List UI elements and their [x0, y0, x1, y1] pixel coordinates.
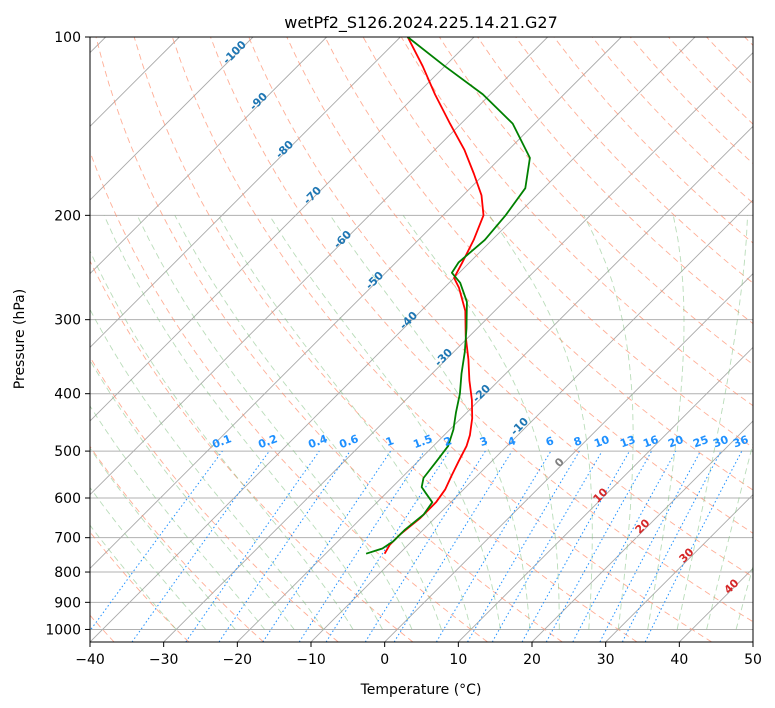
mixing-ratio-label: 25 [691, 433, 710, 450]
moist-adiabat-line [647, 215, 685, 630]
dewpoint-profile-line [365, 37, 531, 555]
mixing-ratio-label: 1.5 [411, 432, 434, 451]
isotherm-line [90, 37, 401, 348]
x-tick-label: −30 [149, 652, 179, 668]
isotherm-line [458, 346, 753, 642]
y-axis-label: Pressure (hPa) [12, 289, 28, 389]
chart-title: wetPf2_S126.2024.225.14.21.G27 [284, 13, 558, 33]
y-tick-label: 700 [54, 531, 81, 547]
y-tick-label: 100 [54, 30, 81, 46]
dry-adiabat-line [324, 37, 753, 491]
x-tick-label: −20 [223, 652, 253, 668]
mixing-ratio-label: 0.6 [337, 432, 360, 451]
moist-adiabat-line [706, 441, 753, 630]
axis-ticks: −40 −30 −20 −10 0 10 20 30 40 5010020030040050060… [45, 30, 762, 668]
y-tick-label: 200 [54, 208, 81, 224]
mixing-ratio-label: 3 [478, 434, 490, 449]
moist-adiabat-line [90, 405, 265, 630]
x-tick-label: 10 [449, 652, 467, 668]
isotherm-line [531, 420, 753, 642]
mixing-ratio-line [572, 450, 677, 642]
moist-adiabat-line [488, 215, 593, 630]
dry-adiabat-line [248, 37, 753, 578]
mixing-ratio-label: 6 [544, 434, 556, 449]
moist-adiabat-line [90, 447, 236, 630]
moist-adiabat-line [676, 215, 749, 630]
y-tick-label: 300 [54, 313, 81, 329]
isotherm-line [752, 641, 753, 642]
mixing-ratio-label: 16 [641, 433, 660, 451]
moist-adiabat-line [90, 249, 354, 630]
mixing-ratio-label: 20 [666, 433, 685, 451]
mixing-ratio-line [393, 450, 513, 642]
mixing-ratio-label: 13 [618, 433, 637, 450]
dry-adiabat-line [515, 37, 753, 284]
x-tick-label: −40 [75, 652, 105, 668]
mixing-ratio-line [185, 450, 320, 642]
isotherm-line [90, 37, 254, 201]
mixing-ratio-line [325, 450, 450, 642]
y-tick-label: 800 [54, 565, 81, 581]
x-axis-label: Temperature (°C) [360, 682, 482, 698]
mixing-ratio-label: 0.2 [256, 432, 279, 451]
mixing-ratio-label: 8 [572, 434, 584, 449]
mixing-ratio-line [262, 450, 392, 642]
y-tick-label: 400 [54, 387, 81, 403]
moist-adiabat-line [217, 215, 472, 630]
y-tick-label: 600 [54, 491, 81, 507]
dry-adiabat-line [171, 37, 712, 642]
plot-frame [89, 36, 754, 643]
isotherm-line [237, 125, 753, 642]
mixing-ratio-label: 36 [731, 433, 750, 451]
mixing-ratio-label: 30 [711, 433, 730, 451]
y-tick-label: 1000 [45, 622, 81, 638]
y-tick-label: 900 [54, 595, 81, 611]
mixing-ratio-line [218, 450, 351, 642]
y-tick-label: 500 [54, 444, 81, 460]
mixing-ratio-label: 0.4 [306, 432, 329, 451]
moist-adiabat-line [103, 215, 383, 630]
temperature-profile-line [383, 37, 485, 555]
moist-adiabat-line [402, 215, 560, 630]
isotherm-line [90, 37, 475, 422]
mixing-ratio-line [90, 450, 223, 632]
moist-adiabat-line [136, 215, 413, 630]
mixing-ratio-label: 0.1 [210, 432, 233, 451]
isotherm-line [605, 494, 753, 642]
dry-adiabat-line [210, 37, 753, 623]
mixing-ratio-line [545, 450, 653, 642]
mixing-ratio-line [298, 450, 425, 642]
dry-adiabat-line [95, 37, 563, 642]
mixing-ratio-label: 4 [506, 434, 518, 449]
mixing-ratio-line [644, 450, 743, 642]
moist-adiabat-line [583, 215, 634, 630]
dry-adiabat-line [90, 259, 414, 642]
dry-adiabat-line [90, 445, 264, 642]
profile-series [365, 37, 531, 555]
mixing-ratio-label: 1 [384, 434, 396, 449]
mixing-ratio-label: 10 [592, 433, 611, 451]
isotherm-line [90, 37, 548, 496]
moist-adiabat-line [329, 215, 531, 630]
x-tick-label: 0 [380, 652, 389, 668]
dry-adiabat-line [286, 37, 753, 534]
x-tick-label: 40 [670, 652, 688, 668]
moist-adiabat-line [90, 486, 207, 630]
x-tick-label: 30 [597, 652, 615, 668]
isotherm-line [384, 273, 753, 642]
mixing-ratio-label: 2 [442, 434, 454, 449]
x-tick-label: 50 [744, 652, 762, 668]
moist-adiabat-line [90, 308, 324, 630]
plot-background [90, 37, 753, 642]
x-tick-label: −10 [296, 652, 326, 668]
mixing-ratio-line [521, 450, 630, 642]
x-tick-label: 20 [523, 652, 541, 668]
mixing-ratio-line [131, 450, 270, 642]
dry-adiabat-line [90, 356, 339, 642]
dry-adiabat-line [133, 37, 638, 642]
isotherm-line [90, 37, 327, 275]
